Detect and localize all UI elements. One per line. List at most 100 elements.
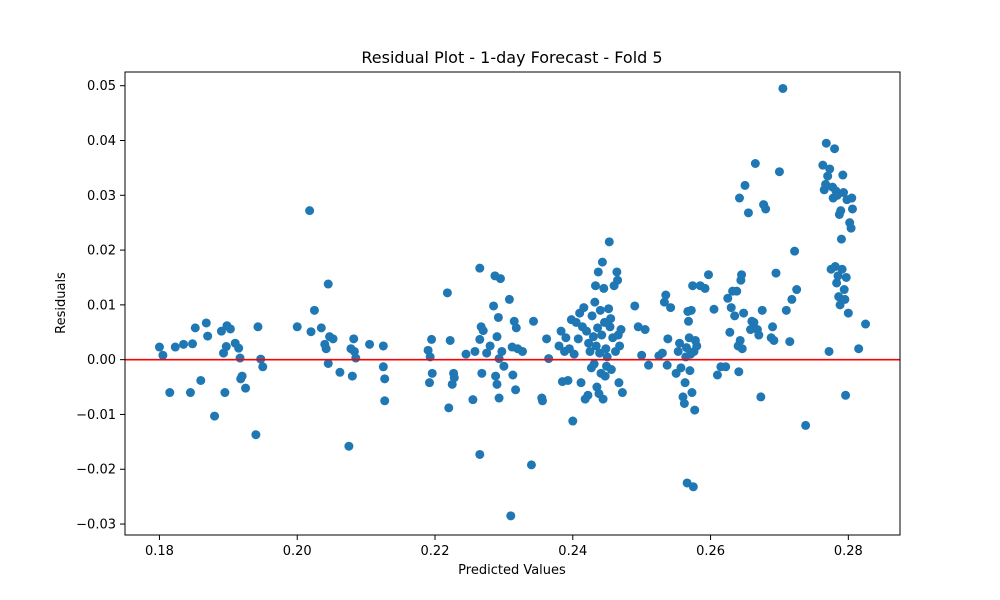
scatter-point [468, 395, 478, 405]
scatter-point [837, 264, 847, 274]
y-tick-label: 0.01 [87, 298, 116, 313]
scatter-point [477, 368, 487, 378]
scatter-point [600, 371, 610, 381]
scatter-point [253, 322, 263, 332]
scatter-point [749, 317, 759, 327]
scatter-point [220, 388, 230, 398]
scatter-point [237, 371, 247, 381]
scatter-point [688, 281, 698, 291]
scatter-point [734, 193, 744, 203]
scatter-point [839, 285, 849, 295]
scatter-point [461, 349, 471, 359]
scatter-points [154, 83, 871, 521]
scatter-point [854, 344, 864, 354]
scatter-point [686, 305, 696, 315]
scatter-point [210, 411, 220, 421]
scatter-point [485, 341, 495, 351]
scatter-point [347, 371, 357, 381]
scatter-point [590, 297, 600, 307]
scatter-point [427, 334, 437, 344]
scatter-point [475, 334, 485, 344]
scatter-point [612, 267, 622, 277]
y-tick-label: 0.00 [87, 353, 116, 368]
scatter-point [790, 246, 800, 256]
scatter-point [470, 346, 480, 356]
scatter-point [712, 370, 722, 380]
scatter-point [604, 237, 614, 247]
scatter-point [569, 349, 579, 359]
scatter-point [492, 332, 502, 342]
scatter-point [841, 390, 851, 400]
scatter-point [739, 308, 749, 318]
scatter-point [568, 416, 578, 426]
scatter-point [597, 330, 607, 340]
scatter-point [489, 301, 499, 311]
scatter-point [599, 283, 609, 293]
scatter-point [493, 312, 503, 322]
scatter-point [158, 350, 168, 360]
scatter-point [676, 363, 686, 373]
scatter-point [821, 138, 831, 148]
scatter-point [861, 319, 871, 329]
scatter-point [606, 314, 616, 324]
scatter-point [494, 393, 504, 403]
scatter-point [746, 325, 756, 335]
scatter-point [497, 346, 507, 356]
scatter-point [445, 335, 455, 345]
scatter-point [768, 322, 778, 332]
scatter-point [579, 303, 589, 313]
scatter-point [444, 403, 454, 413]
scatter-point [588, 332, 598, 342]
scatter-point [225, 324, 235, 334]
scatter-point [424, 378, 434, 388]
scatter-point [723, 293, 733, 303]
scatter-point [661, 290, 671, 300]
scatter-point [380, 396, 390, 406]
scatter-point [316, 323, 326, 333]
scatter-point [832, 278, 842, 288]
scatter-point [597, 257, 607, 267]
scatter-point [328, 334, 338, 344]
scatter-point [836, 206, 846, 216]
scatter-point [680, 378, 690, 388]
scatter-point [537, 396, 547, 406]
scatter-point [478, 326, 488, 336]
scatter-point [846, 223, 856, 233]
scatter-point [825, 164, 835, 174]
scatter-point [700, 283, 710, 293]
scatter-point [427, 368, 437, 378]
scatter-point [673, 346, 683, 356]
chart-title: Residual Plot - 1-day Forecast - Fold 5 [361, 48, 662, 67]
scatter-point [830, 262, 840, 272]
scatter-point [517, 346, 527, 356]
scatter-point [847, 193, 857, 203]
scatter-point [840, 294, 850, 304]
scatter-point [349, 334, 359, 344]
scatter-point [630, 301, 640, 311]
scatter-point [685, 366, 695, 376]
scatter-point [196, 375, 206, 385]
scatter-point [190, 323, 200, 333]
scatter-point [258, 362, 268, 372]
scatter-point [792, 285, 802, 295]
scatter-point [556, 326, 566, 336]
scatter-point [754, 330, 764, 340]
scatter-point [785, 337, 795, 347]
scatter-point [583, 390, 593, 400]
scatter-point [787, 294, 797, 304]
scatter-point [475, 263, 485, 273]
scatter-point [666, 303, 676, 313]
scatter-point [584, 338, 594, 348]
scatter-point [821, 179, 831, 189]
scatter-point [675, 338, 685, 348]
x-tick-label: 0.22 [421, 544, 450, 559]
scatter-point [306, 327, 316, 337]
scatter-point [614, 378, 624, 388]
scatter-point [495, 274, 505, 284]
scatter-point [542, 334, 552, 344]
scatter-point [737, 270, 747, 280]
scatter-point [449, 373, 459, 383]
scatter-point [251, 430, 261, 440]
